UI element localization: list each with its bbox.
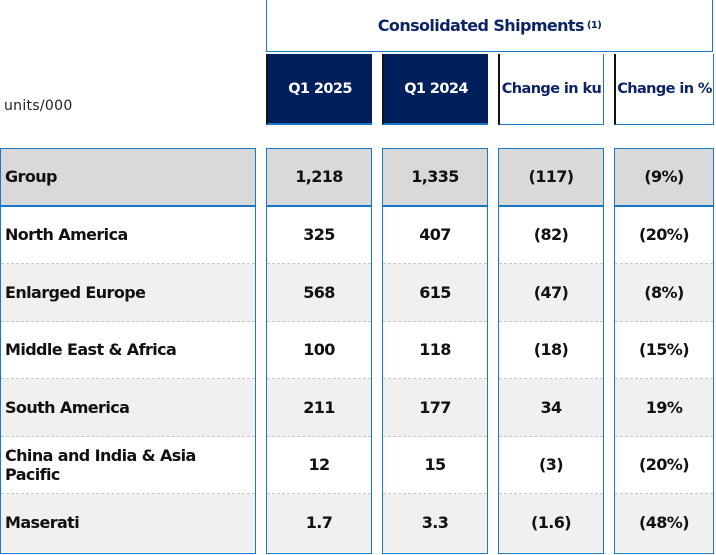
table-cell: 19% xyxy=(615,379,713,437)
table-cell: 100 xyxy=(267,322,371,379)
table-cell: 177 xyxy=(383,379,487,437)
row-label: Enlarged Europe xyxy=(1,264,255,322)
table-cell: (9%) xyxy=(615,149,713,207)
table-cell: (20%) xyxy=(615,437,713,494)
units-label: units/000 xyxy=(4,98,73,114)
column-header-q1-2024: Q1 2024 xyxy=(382,54,488,125)
table-cell: 568 xyxy=(267,264,371,322)
table-cell: 1,218 xyxy=(267,149,371,207)
table-cell: 1,335 xyxy=(383,149,487,207)
table-cell: (48%) xyxy=(615,494,713,552)
q1-2025-column: 1,218 325 568 100 211 12 1.7 xyxy=(266,148,372,554)
table-cell: 15 xyxy=(383,437,487,494)
title-text: Consolidated Shipments xyxy=(377,16,585,35)
change-ku-column: (117) (82) (47) (18) 34 (3) (1.6) xyxy=(498,148,604,554)
column-header-q1-2025: Q1 2025 xyxy=(266,54,372,125)
table-cell: (8%) xyxy=(615,264,713,322)
q1-2024-column: 1,335 407 615 118 177 15 3.3 xyxy=(382,148,488,554)
table-cell: 118 xyxy=(383,322,487,379)
table-cell: 325 xyxy=(267,207,371,264)
table-cell: 1.7 xyxy=(267,494,371,552)
region-column: Group North America Enlarged Europe Middle … xyxy=(0,148,256,554)
table-cell: 12 xyxy=(267,437,371,494)
row-label: China and India & Asia Pacific xyxy=(1,437,255,494)
table-cell: (3) xyxy=(499,437,603,494)
table-cell: 3.3 xyxy=(383,494,487,552)
table-cell: (82) xyxy=(499,207,603,264)
table-cell: 34 xyxy=(499,379,603,437)
table-cell: (15%) xyxy=(615,322,713,379)
table-cell: 407 xyxy=(383,207,487,264)
row-label: Middle East & Africa xyxy=(1,322,255,379)
row-label: Group xyxy=(1,149,255,207)
table-cell: 211 xyxy=(267,379,371,437)
table-title: Consolidated Shipments (1) xyxy=(266,0,713,52)
footnote-marker: (1) xyxy=(586,20,602,31)
table-cell: (20%) xyxy=(615,207,713,264)
table-cell: 615 xyxy=(383,264,487,322)
table-cell: (117) xyxy=(499,149,603,207)
row-label: North America xyxy=(1,207,255,264)
table-cell: (1.6) xyxy=(499,494,603,552)
table-cell: (18) xyxy=(499,322,603,379)
table-cell: (47) xyxy=(499,264,603,322)
row-label: South America xyxy=(1,379,255,437)
column-header-change-ku: Change in ku xyxy=(498,54,604,125)
row-label: Maserati xyxy=(1,494,255,552)
column-header-change-pct: Change in % xyxy=(614,54,714,125)
change-pct-column: (9%) (20%) (8%) (15%) 19% (20%) (48%) xyxy=(614,148,714,554)
